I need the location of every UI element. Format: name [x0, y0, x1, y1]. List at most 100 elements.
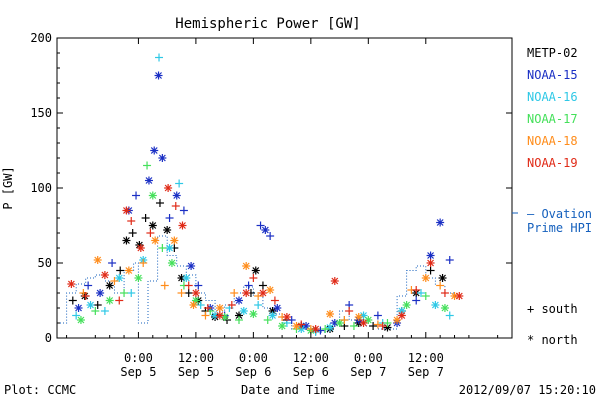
- point-noaa-15-south: [165, 214, 174, 222]
- point-noaa-19-north: [100, 271, 109, 279]
- south-marker-note: + south: [527, 302, 578, 316]
- point-noaa-18-north: [215, 304, 224, 312]
- point-metp-02-south: [93, 301, 102, 309]
- point-noaa-17-south: [235, 316, 243, 324]
- point-noaa-19-south: [127, 217, 136, 225]
- point-noaa-15-south: [287, 316, 296, 324]
- point-metp-02-north: [251, 266, 260, 275]
- x-tick-label-date: Sep 6: [235, 365, 271, 379]
- ovation-label-line2: Prime HPI: [527, 221, 592, 235]
- point-noaa-17-north: [364, 316, 373, 324]
- x-tick-label-date: Sep 6: [293, 365, 329, 379]
- point-noaa-15-north: [96, 289, 105, 297]
- point-noaa-19-north: [282, 313, 291, 321]
- point-noaa-15-south: [266, 232, 275, 240]
- point-metp-02-south: [116, 266, 125, 275]
- point-noaa-19-south: [249, 274, 258, 282]
- x-tick-label-date: Sep 7: [408, 365, 444, 379]
- point-noaa-15-south: [132, 191, 141, 200]
- point-noaa-15-north: [436, 218, 445, 227]
- point-noaa-16-north: [86, 301, 95, 309]
- point-noaa-19-north: [397, 311, 406, 320]
- point-noaa-19-south: [378, 322, 387, 330]
- point-noaa-17-south: [383, 319, 392, 327]
- data-points: [67, 53, 464, 336]
- point-noaa-18-south: [110, 277, 119, 285]
- point-noaa-18-north: [326, 310, 334, 318]
- x-axis-label: Date and Time: [241, 383, 335, 397]
- point-noaa-15-north: [273, 304, 282, 312]
- point-noaa-18-south: [373, 320, 382, 329]
- point-noaa-16-north: [115, 274, 124, 282]
- point-noaa-16-north: [268, 311, 277, 320]
- point-noaa-18-north: [266, 286, 275, 294]
- point-noaa-17-north: [440, 304, 449, 312]
- point-noaa-18-north: [354, 313, 363, 321]
- point-noaa-19-north: [67, 280, 76, 288]
- point-noaa-17-north: [402, 301, 411, 309]
- point-noaa-17-north: [278, 322, 287, 330]
- point-noaa-15-north: [261, 226, 270, 234]
- point-noaa-16-south: [417, 289, 425, 297]
- point-noaa-17-north: [105, 296, 114, 305]
- point-noaa-19-north: [136, 244, 145, 252]
- point-noaa-18-north: [189, 301, 198, 309]
- point-noaa-19-south: [146, 229, 155, 237]
- point-noaa-19-south: [171, 202, 180, 210]
- point-noaa-18-south: [254, 292, 263, 300]
- point-noaa-16-south: [127, 289, 136, 297]
- point-noaa-19-north: [178, 221, 187, 230]
- x-tick-label-time: 0:00: [124, 351, 153, 365]
- point-noaa-15-north: [144, 176, 153, 185]
- point-noaa-19-south: [345, 307, 354, 315]
- point-noaa-17-north: [167, 259, 176, 267]
- point-noaa-17-south: [143, 161, 152, 170]
- point-noaa-19-south: [81, 292, 90, 300]
- point-noaa-17-south: [349, 322, 358, 330]
- point-noaa-19-north: [311, 325, 320, 333]
- point-noaa-16-south: [175, 179, 184, 188]
- point-noaa-17-south: [321, 325, 330, 333]
- point-noaa-15-south: [445, 256, 454, 264]
- legend: METP-02 NOAA-15 NOAA-16 NOAA-17 NOAA-18 NOAA-…: [527, 46, 578, 170]
- point-noaa-16-north: [239, 307, 248, 315]
- point-metp-02-north: [105, 281, 114, 290]
- point-noaa-18-south: [436, 281, 445, 290]
- point-noaa-15-south: [256, 221, 265, 230]
- point-noaa-19-south: [115, 296, 124, 305]
- legend-item-noaa-16: NOAA-16: [527, 90, 578, 104]
- point-noaa-19-north: [164, 184, 173, 192]
- point-noaa-16-south: [254, 301, 263, 309]
- y-tick-label: 150: [30, 106, 52, 120]
- point-metp-02-south: [141, 214, 150, 222]
- chart-title: Hemispheric Power [GW]: [175, 16, 360, 32]
- x-tick-label-time: 0:00: [354, 351, 383, 365]
- point-noaa-18-north: [170, 236, 179, 245]
- point-noaa-18-south: [160, 281, 169, 290]
- point-noaa-19-north: [455, 292, 464, 300]
- point-metp-02-south: [155, 199, 164, 207]
- point-noaa-16-south: [196, 301, 205, 309]
- legend-item-noaa-17: NOAA-17: [527, 112, 578, 126]
- x-tick-label-time: 12:00: [293, 351, 329, 365]
- point-noaa-15-north: [172, 191, 181, 200]
- point-noaa-18-south: [139, 259, 148, 267]
- point-noaa-19-south: [270, 296, 279, 305]
- point-noaa-16-north: [431, 301, 440, 309]
- point-noaa-19-south: [203, 304, 212, 312]
- point-noaa-15-south: [84, 281, 93, 290]
- point-noaa-19-north: [215, 311, 224, 320]
- point-noaa-17-south: [91, 307, 100, 315]
- point-noaa-17-north: [249, 310, 258, 318]
- point-noaa-18-north: [124, 266, 133, 275]
- point-noaa-19-south: [227, 301, 236, 309]
- point-noaa-19-south: [412, 286, 421, 294]
- point-metp-02-south: [184, 289, 193, 297]
- point-noaa-17-south: [421, 292, 430, 300]
- point-metp-02-north: [148, 221, 157, 230]
- legend-item-noaa-15: NOAA-15: [527, 68, 578, 82]
- point-noaa-19-south: [297, 320, 306, 329]
- point-noaa-18-south: [177, 289, 186, 297]
- y-tick-label: 0: [45, 331, 52, 345]
